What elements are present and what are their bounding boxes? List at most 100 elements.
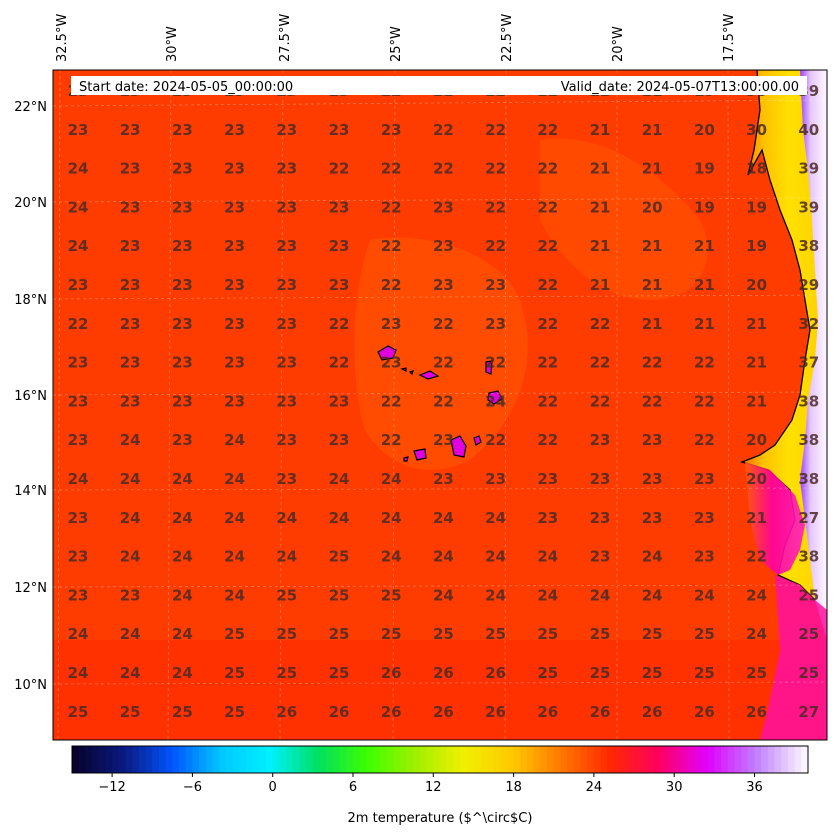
colorbar-tick-label: −6 — [183, 780, 202, 795]
colorbar-bin — [801, 746, 809, 773]
temperature-value: 23 — [120, 276, 141, 294]
colorbar-bin — [620, 746, 628, 773]
colorbar-bin — [493, 746, 501, 773]
temperature-value: 21 — [694, 276, 715, 294]
temperature-value: 23 — [172, 276, 193, 294]
colorbar-tick-label: −12 — [98, 780, 125, 795]
temperature-value: 20 — [746, 431, 767, 449]
colorbar-bin — [654, 746, 662, 773]
colorbar-bin — [373, 746, 381, 773]
longitude-labels: 32.5°W 30°W 27.5°W 25°W 22.5°W 20°W 17.5… — [55, 14, 737, 62]
temperature-value: 23 — [433, 431, 454, 449]
temperature-value: 22 — [433, 315, 454, 333]
temperature-value: 21 — [746, 354, 767, 372]
temperature-value: 22 — [590, 315, 611, 333]
temperature-value: 25 — [120, 703, 141, 721]
temperature-value: 23 — [276, 315, 297, 333]
temperature-value: 23 — [537, 509, 558, 527]
lat-label-18n: 18°N — [14, 293, 47, 308]
colorbar-bin — [299, 746, 307, 773]
temperature-value: 21 — [590, 276, 611, 294]
temperature-value: 23 — [276, 354, 297, 372]
temperature-value: 24 — [120, 431, 141, 449]
temperature-value: 22 — [590, 354, 611, 372]
temperature-value: 22 — [381, 198, 402, 216]
temperature-value: 23 — [381, 315, 402, 333]
temperature-value: 23 — [172, 121, 193, 139]
temperature-value: 24 — [433, 548, 454, 566]
temperature-value: 24 — [746, 625, 767, 643]
temperature-value: 20 — [746, 470, 767, 488]
colorbar-bin — [707, 746, 715, 773]
temperature-value: 24 — [120, 625, 141, 643]
temperature-value: 21 — [590, 237, 611, 255]
temperature-value: 25 — [329, 625, 350, 643]
temperature-value: 24 — [381, 509, 402, 527]
temperature-value: 23 — [120, 121, 141, 139]
temperature-value: 23 — [433, 470, 454, 488]
colorbar-bin — [647, 746, 655, 773]
temperature-value: 22 — [485, 160, 506, 178]
colorbar-bin — [132, 746, 140, 773]
temperature-value: 24 — [68, 664, 89, 682]
colorbar-bin — [727, 746, 735, 773]
colorbar-bin — [158, 746, 167, 773]
colorbar-bin — [393, 746, 401, 773]
temperature-value: 26 — [694, 703, 715, 721]
colorbar-bin — [205, 746, 214, 773]
temperature-value: 24 — [433, 509, 454, 527]
temperature-value: 26 — [381, 703, 402, 721]
temperature-value: 24 — [433, 586, 454, 604]
temperature-value: 26 — [276, 703, 297, 721]
colorbar-bin — [252, 746, 260, 773]
temperature-value: 23 — [224, 392, 245, 410]
lon-label-17-5w: 17.5°W — [722, 14, 737, 62]
colorbar-tick-label: 30 — [666, 780, 683, 795]
lon-label-20w: 20°W — [611, 26, 626, 62]
colorbar-bin — [767, 746, 776, 773]
temperature-value: 25 — [329, 586, 350, 604]
colorbar-bin — [613, 746, 622, 773]
temperature-value: 38 — [798, 392, 819, 410]
colorbar-tick-label: 12 — [425, 780, 442, 795]
temperature-value: 25 — [798, 664, 819, 682]
temperature-value: 20 — [642, 198, 663, 216]
temperature-value: 22 — [694, 431, 715, 449]
temperature-value: 22 — [433, 160, 454, 178]
temperature-value: 25 — [224, 625, 245, 643]
temperature-value: 26 — [642, 703, 663, 721]
temperature-value: 24 — [329, 470, 350, 488]
warm-band — [53, 640, 827, 740]
temperature-value: 22 — [537, 431, 558, 449]
colorbar-bin — [332, 746, 341, 773]
temperature-value: 19 — [746, 198, 767, 216]
temperature-value: 25 — [433, 625, 454, 643]
temperature-value: 23 — [694, 548, 715, 566]
temperature-value: 23 — [120, 354, 141, 372]
temperature-value: 22 — [485, 237, 506, 255]
temperature-value: 24 — [68, 198, 89, 216]
temperature-value: 23 — [485, 470, 506, 488]
temperature-value: 24 — [172, 470, 193, 488]
colorbar-bin — [78, 746, 86, 773]
colorbar-bin — [118, 746, 127, 773]
colorbar-bin — [440, 746, 448, 773]
colorbar-bin — [426, 746, 434, 773]
colorbar-bin — [413, 746, 421, 773]
temperature-value: 22 — [329, 315, 350, 333]
temperature-value: 26 — [381, 664, 402, 682]
colorbar-bin — [486, 746, 495, 773]
temperature-value: 23 — [433, 198, 454, 216]
temperature-value: 24 — [642, 548, 663, 566]
temperature-value: 21 — [642, 121, 663, 139]
temperature-value: 25 — [694, 625, 715, 643]
temperature-value: 23 — [694, 509, 715, 527]
colorbar-bin — [286, 746, 294, 773]
temperature-value: 24 — [224, 548, 245, 566]
temperature-value: 23 — [694, 470, 715, 488]
colorbar-bin — [112, 746, 120, 773]
temperature-value: 19 — [694, 198, 715, 216]
colorbar-bin — [741, 746, 749, 773]
colorbar-bin — [761, 746, 769, 773]
temperature-value: 26 — [485, 664, 506, 682]
